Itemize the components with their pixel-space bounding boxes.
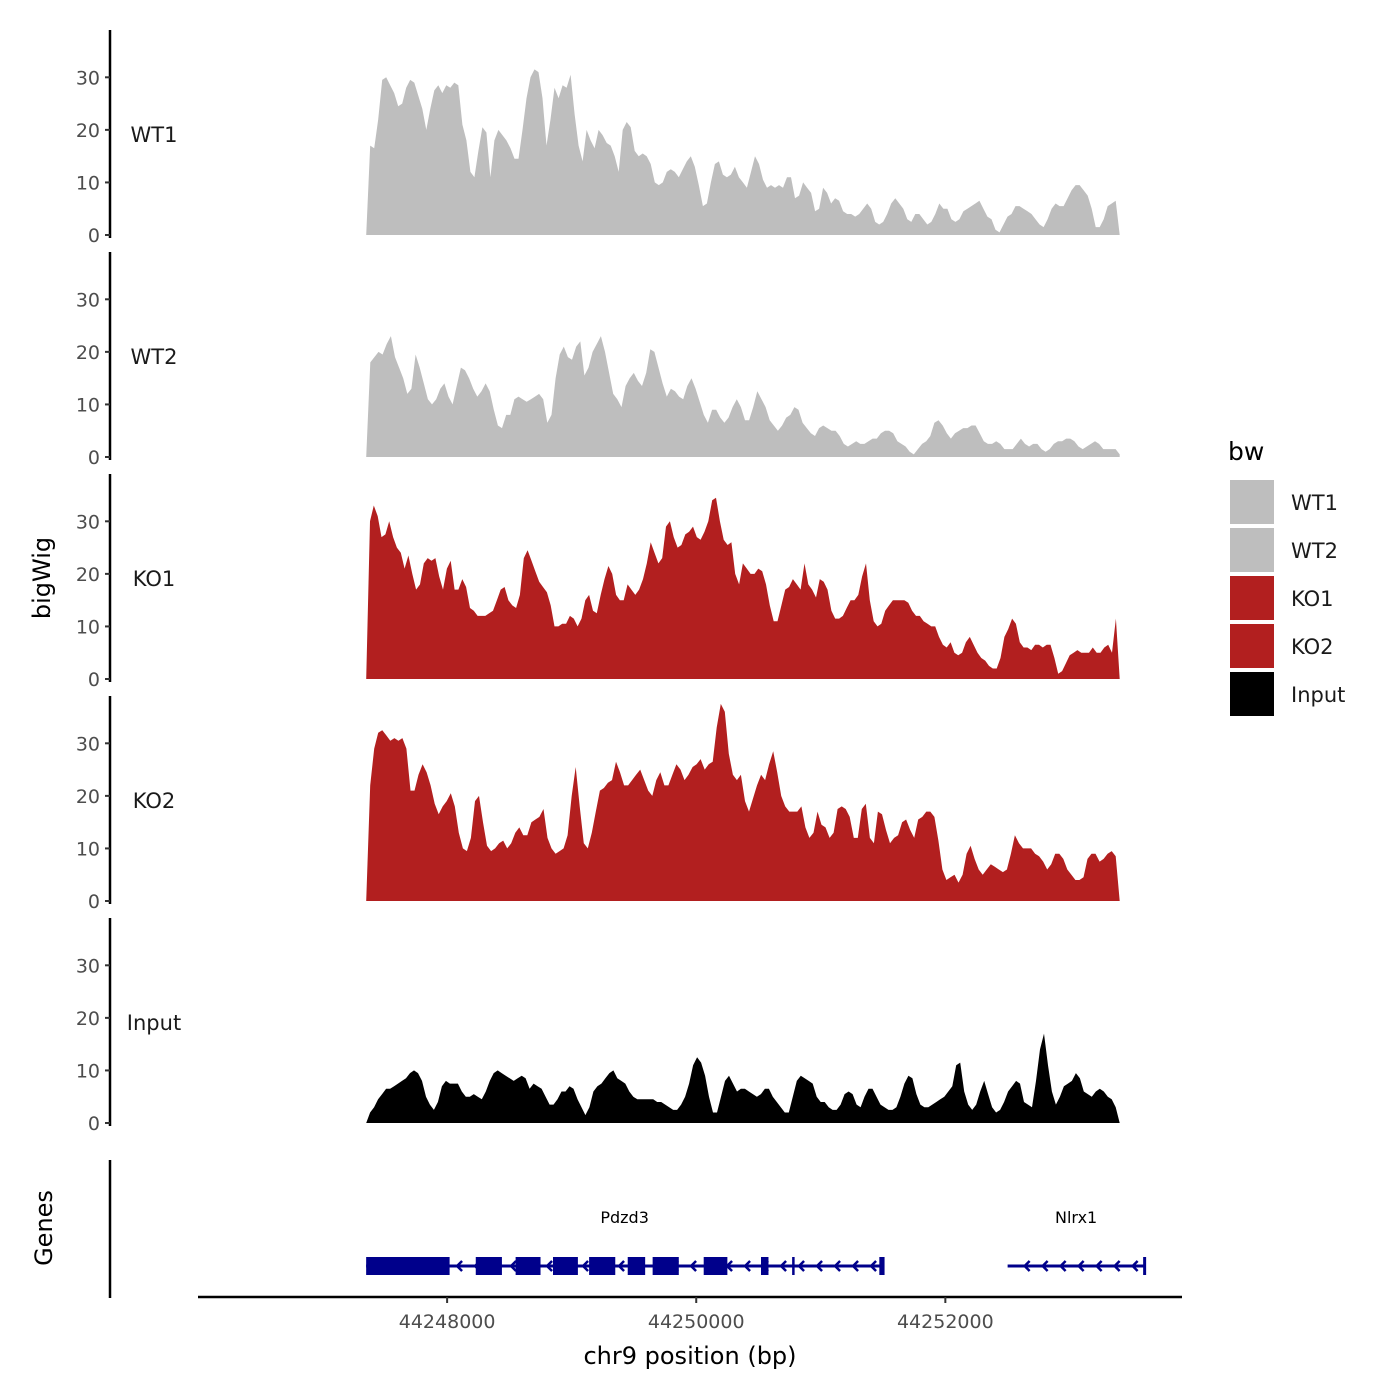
x-axis: chr9 position (bp) 44248000 44250000 44252…: [198, 1295, 1182, 1370]
track-ko1: 0 10 20 30 KO1: [76, 474, 1120, 691]
strand-arrow-pdzd3: [797, 1260, 805, 1272]
y-tick-label-ko1: 20: [76, 564, 100, 586]
signal-tracks: 0 10 20 30 WT1 0 10 20 30 WT2 0 10 20 30 KO1 0 10 20 30 KO2…: [76, 30, 1120, 1135]
legend-label-input: Input: [1291, 683, 1345, 707]
x-tick-label: 44250000: [648, 1311, 745, 1333]
legend-label-wt2: WT2: [1291, 539, 1338, 563]
exon-pdzd3: [792, 1257, 795, 1275]
track-label-ko2: KO2: [133, 789, 176, 813]
gene-track: Genes Pdzd3 Nlrx1: [30, 1160, 1147, 1298]
exon-pdzd3: [515, 1257, 541, 1275]
x-tick-label: 44252000: [897, 1311, 994, 1333]
track-label-wt1: WT1: [131, 123, 178, 147]
x-tick-label: 44248000: [399, 1311, 496, 1333]
strand-arrow-pdzd3: [779, 1260, 787, 1272]
legend-key-wt1: [1230, 480, 1274, 524]
gene-label-nlrx1: Nlrx1: [1055, 1208, 1097, 1227]
y-tick-label-ko2: 20: [76, 786, 100, 808]
y-tick-label-input: 30: [76, 955, 100, 977]
legend-label-ko1: KO1: [1291, 587, 1334, 611]
y-tick-label-wt1: 30: [76, 67, 100, 89]
y-tick-label-wt1: 0: [88, 225, 100, 247]
gene-nlrx1: Nlrx1: [1007, 1208, 1147, 1275]
strand-arrow-nlrx1: [1130, 1260, 1139, 1272]
area-wt1: [366, 69, 1120, 236]
exon-pdzd3: [589, 1257, 616, 1275]
strand-arrow-nlrx1: [1022, 1260, 1031, 1272]
legend-label-wt1: WT1: [1291, 491, 1338, 515]
strand-arrow-nlrx1: [1112, 1260, 1121, 1272]
track-input: 0 10 20 30 Input: [76, 918, 1120, 1135]
area-ko1: [366, 497, 1120, 679]
strand-arrow-pdzd3: [833, 1260, 841, 1272]
exon-pdzd3: [627, 1257, 646, 1275]
exon-pdzd3: [760, 1257, 769, 1275]
y-tick-label-ko2: 30: [76, 733, 100, 755]
area-input: [366, 1033, 1120, 1123]
y-tick-label-wt2: 0: [88, 447, 100, 469]
strand-arrow-nlrx1: [1040, 1260, 1049, 1272]
y-tick-label-wt1: 20: [76, 120, 100, 142]
exon-pdzd3: [879, 1257, 884, 1275]
legend-title: bw: [1228, 437, 1264, 466]
exon-pdzd3: [703, 1257, 728, 1275]
legend-label-ko2: KO2: [1291, 635, 1334, 659]
strand-arrow-pdzd3: [851, 1260, 859, 1272]
track-wt2: 0 10 20 30 WT2: [76, 252, 1120, 469]
strand-arrow-pdzd3: [545, 1260, 553, 1272]
exon-pdzd3: [652, 1257, 679, 1275]
strand-arrow-pdzd3: [743, 1260, 751, 1272]
x-axis-title: chr9 position (bp): [583, 1342, 796, 1370]
exon-pdzd3: [552, 1257, 578, 1275]
y-tick-label-ko1: 0: [88, 669, 100, 691]
y-tick-label-ko1: 10: [76, 616, 100, 638]
strand-arrow-pdzd3: [689, 1260, 697, 1272]
legend-key-input: [1230, 672, 1274, 716]
y-tick-label-wt2: 10: [76, 394, 100, 416]
y-tick-label-ko2: 0: [88, 891, 100, 913]
strand-arrow-pdzd3: [455, 1260, 463, 1272]
genes-track-label: Genes: [30, 1190, 58, 1266]
track-label-ko1: KO1: [133, 567, 176, 591]
legend-key-ko2: [1230, 624, 1274, 668]
track-label-input: Input: [127, 1011, 181, 1035]
track-label-wt2: WT2: [131, 345, 178, 369]
strand-arrow-pdzd3: [509, 1260, 517, 1272]
strand-arrow-pdzd3: [581, 1260, 589, 1272]
y-tick-label-wt1: 10: [76, 172, 100, 194]
strand-arrow-pdzd3: [815, 1260, 823, 1272]
area-ko2: [366, 703, 1120, 901]
y-tick-label-input: 20: [76, 1008, 100, 1030]
y-tick-label-input: 0: [88, 1113, 100, 1135]
strand-arrow-nlrx1: [1094, 1260, 1103, 1272]
legend: bw WT1 WT2 KO1 KO2 Input: [1228, 437, 1345, 716]
gene-label-pdzd3: Pdzd3: [600, 1208, 649, 1227]
strand-arrow-nlrx1: [1058, 1260, 1067, 1272]
strand-arrow-pdzd3: [869, 1260, 877, 1272]
strand-arrow-nlrx1: [1076, 1260, 1085, 1272]
gene-pdzd3: Pdzd3: [366, 1208, 885, 1275]
y-tick-label-input: 10: [76, 1060, 100, 1082]
y-axis-title: bigWig: [28, 537, 56, 619]
y-tick-label-ko2: 10: [76, 838, 100, 860]
area-wt2: [366, 336, 1120, 457]
y-tick-label-ko1: 30: [76, 511, 100, 533]
exon-pdzd3: [475, 1257, 502, 1275]
strand-arrow-pdzd3: [617, 1260, 625, 1272]
exon-pdzd3: [366, 1257, 450, 1275]
legend-key-wt2: [1230, 528, 1274, 572]
track-wt1: 0 10 20 30 WT1: [76, 30, 1120, 247]
y-tick-label-wt2: 30: [76, 289, 100, 311]
track-ko2: 0 10 20 30 KO2: [76, 696, 1120, 913]
y-tick-label-wt2: 20: [76, 342, 100, 364]
legend-key-ko1: [1230, 576, 1274, 620]
